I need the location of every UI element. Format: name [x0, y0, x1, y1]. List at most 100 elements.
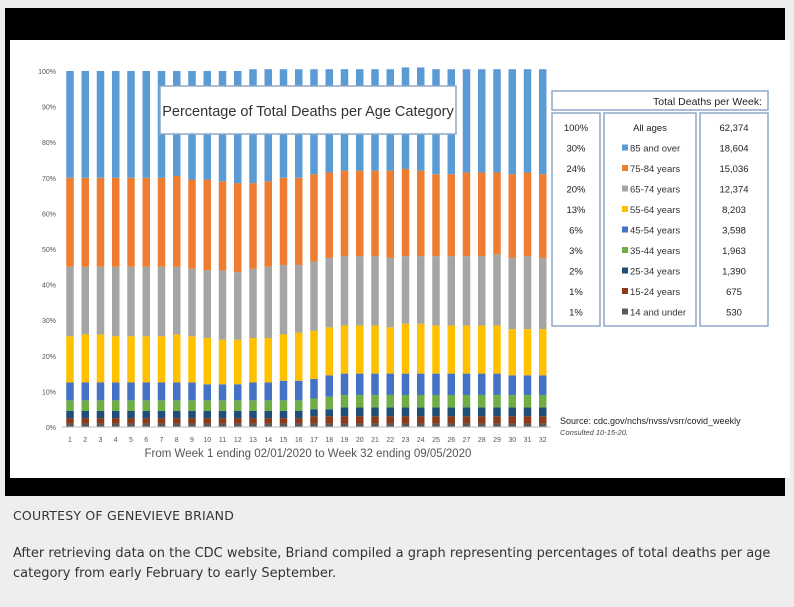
bar-segment: [478, 394, 486, 408]
bar-segment: [386, 373, 394, 395]
legend-label: 65-74 years: [630, 185, 680, 196]
x-tick-label: 16: [295, 437, 303, 444]
bar-segment: [508, 423, 516, 427]
bar-segment: [340, 373, 349, 395]
bar-segment: [401, 256, 410, 324]
bar-segment: [203, 179, 211, 271]
bar-segment: [127, 71, 135, 178]
bar-segment: [417, 256, 425, 324]
table-pct: 1%: [569, 287, 583, 298]
bar-segment: [173, 176, 181, 267]
bar-segment: [81, 382, 89, 401]
bar-segment: [462, 69, 471, 173]
bar-segment: [142, 400, 150, 411]
y-tick-label: 20%: [42, 354, 56, 361]
bar-segment: [264, 410, 272, 419]
bar-segment: [112, 410, 120, 419]
bar-segment: [264, 266, 272, 338]
bar-segment: [96, 418, 105, 424]
bar-segment: [386, 170, 394, 258]
bar-segment: [218, 181, 227, 271]
bar-segment: [539, 174, 547, 258]
bar-segment: [218, 339, 227, 385]
bar-segment: [432, 174, 440, 257]
bar-segment: [462, 373, 471, 395]
bar-segment: [218, 270, 227, 340]
table-pct: 20%: [566, 185, 586, 196]
bar-segment: [249, 423, 257, 427]
bar-segment: [310, 330, 318, 379]
bar-segment: [447, 325, 455, 374]
x-tick-label: 3: [99, 437, 103, 444]
bar-segment: [203, 384, 211, 401]
bar-segment: [508, 407, 516, 417]
bar-segment: [234, 339, 242, 385]
bar-segment: [493, 416, 501, 424]
bar-segment: [249, 400, 257, 411]
bar-segment: [66, 423, 74, 427]
bar-segment: [508, 416, 516, 424]
bar-segment: [249, 183, 257, 269]
bar-segment: [188, 418, 196, 424]
x-tick-label: 15: [280, 437, 288, 444]
bar-segment: [447, 416, 455, 424]
bar-segment: [371, 256, 379, 326]
bar-segment: [295, 380, 303, 401]
bar-segment: [218, 400, 227, 411]
x-tick-label: 31: [524, 437, 532, 444]
bar-segment: [478, 256, 486, 326]
bar-segment: [539, 329, 547, 376]
bar-segment: [142, 382, 150, 401]
bar-segment: [295, 332, 303, 381]
photo-caption: After retrieving data on the CDC website…: [13, 546, 771, 581]
bar-segment: [493, 423, 501, 427]
bar-segment: [401, 407, 410, 417]
table-pct: 3%: [569, 246, 583, 257]
bar-segment: [401, 423, 410, 427]
table-value: 62,374: [719, 123, 748, 134]
bar-segment: [127, 410, 135, 419]
x-tick-label: 22: [386, 437, 394, 444]
bar-segment: [478, 423, 486, 427]
bar-segment: [264, 338, 272, 383]
bar-segment: [218, 423, 227, 427]
bar-segment: [417, 423, 425, 427]
x-tick-label: 29: [493, 437, 501, 444]
bar-segment: [96, 177, 105, 267]
bar-segment: [325, 409, 333, 417]
bar-segment: [539, 375, 547, 395]
bar-segment: [112, 336, 120, 383]
bar-segment: [157, 382, 166, 401]
bar-segment: [371, 407, 379, 417]
bar-segment: [508, 257, 516, 330]
bar-segment: [112, 71, 120, 178]
bar-segment: [142, 410, 150, 419]
bar-segment: [310, 409, 318, 417]
table-pct: 6%: [569, 226, 583, 237]
bar-segment: [264, 423, 272, 427]
bar-segment: [173, 334, 181, 383]
legend-label: 45-54 years: [630, 226, 680, 237]
bar-segment: [462, 416, 471, 424]
bar-segment: [432, 373, 440, 395]
bar-segment: [142, 423, 150, 427]
x-tick-label: 10: [203, 437, 211, 444]
bar-segment: [264, 418, 272, 424]
bar-segment: [539, 257, 547, 330]
table-value: 18,604: [719, 144, 748, 155]
bar-segment: [234, 400, 242, 411]
bar-segment: [234, 183, 242, 273]
bar-segment: [127, 418, 135, 424]
bar-segment: [432, 416, 440, 424]
bar-segment: [356, 256, 364, 326]
y-tick-label: 80%: [42, 140, 56, 147]
bar-segment: [142, 418, 150, 424]
y-tick-label: 0%: [46, 425, 56, 432]
x-tick-label: 6: [144, 437, 148, 444]
x-tick-label: 20: [356, 437, 364, 444]
bar-segment: [203, 423, 211, 427]
bar-segment: [401, 373, 410, 395]
x-tick-label: 5: [129, 437, 133, 444]
